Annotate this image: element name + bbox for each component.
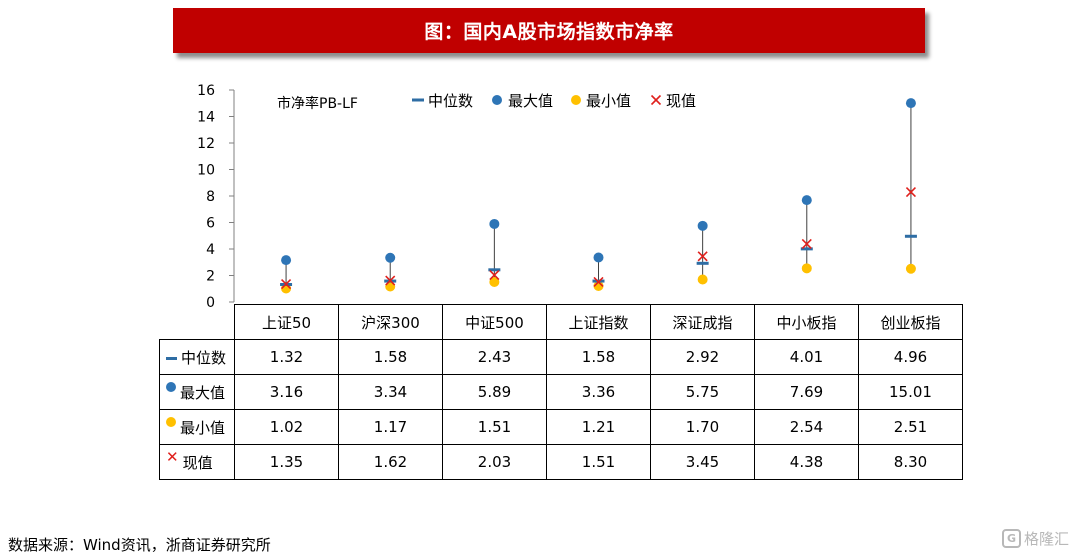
table-cell: 3.45 (650, 444, 755, 480)
y-tick-label: 2 (206, 269, 215, 285)
title-banner: 图：国内A股市场指数市净率 (173, 8, 925, 53)
table-cell: 4.38 (754, 444, 859, 480)
row-header-current: ✕ 现值 (159, 444, 235, 480)
max-point (385, 252, 396, 263)
min-point (489, 276, 500, 287)
table-cell: 1.58 (338, 339, 443, 375)
category-label: 深证成指 (650, 304, 755, 340)
legend-label: 中位数 (428, 92, 473, 110)
current-mark (281, 279, 292, 290)
max-point (593, 252, 604, 263)
category-label: 沪深300 (338, 304, 443, 340)
y-tick-label: 12 (197, 136, 215, 152)
chart-title: 图：国内A股市场指数市净率 (424, 21, 674, 43)
max-point (489, 218, 500, 229)
table-cell: 5.89 (442, 374, 547, 410)
max-marker-icon (166, 382, 176, 392)
table-cell: 1.70 (650, 409, 755, 445)
y-tick-label: 0 (206, 295, 215, 311)
row-label: 最小值 (180, 418, 226, 437)
table-cell: 4.96 (858, 339, 963, 375)
min-marker-icon (166, 417, 176, 427)
table-cell: 1.35 (234, 444, 339, 480)
row-label: 现值 (182, 453, 213, 472)
row-header-median: 中位数 (159, 339, 235, 375)
y-tick-label: 10 (197, 163, 215, 179)
legend-min-icon (571, 95, 581, 105)
current-mark (697, 251, 708, 262)
current-mark (905, 186, 916, 198)
watermark-text: 格隆汇 (1024, 530, 1070, 548)
row-header-min: 最小值 (159, 409, 235, 445)
y-tick-label: 16 (197, 83, 215, 99)
table-cell: 1.58 (546, 339, 651, 375)
table-cell: 2.03 (442, 444, 547, 480)
data-table: 上证50 沪深300 中证500 上证指数 深证成指 中小板指 创业板指 中位数… (159, 304, 963, 480)
table-header-row: 上证50 沪深300 中证500 上证指数 深证成指 中小板指 创业板指 (160, 304, 963, 340)
min-point (801, 263, 812, 274)
min-point (697, 274, 708, 285)
table-row-median: 中位数 1.32 1.58 2.43 1.58 2.92 4.01 4.96 (159, 339, 963, 375)
y-tick-label: 6 (206, 216, 215, 232)
table-cell: 1.32 (234, 339, 339, 375)
watermark: G 格隆汇 (1002, 528, 1069, 549)
y-tick-label: 8 (206, 189, 215, 205)
table-corner (160, 305, 235, 340)
table-row-max: 最大值 3.16 3.34 5.89 3.36 5.75 7.69 15.01 (159, 374, 963, 410)
category-label: 创业板指 (858, 304, 963, 340)
y-tick-label: 14 (197, 110, 215, 126)
legend-label: 最大值 (508, 92, 553, 110)
table-cell: 1.21 (546, 409, 651, 445)
min-point (905, 263, 916, 274)
table-cell: 7.69 (754, 374, 859, 410)
table-cell: 15.01 (858, 374, 963, 410)
table-cell: 2.51 (858, 409, 963, 445)
table-row-min: 最小值 1.02 1.17 1.51 1.21 1.70 2.54 2.51 (159, 409, 963, 445)
table-cell: 4.01 (754, 339, 859, 375)
table-cell: 1.02 (234, 409, 339, 445)
current-mark (801, 238, 812, 250)
current-marker-icon: ✕ (166, 448, 179, 466)
y-axis-label: 市净率PB-LF (277, 95, 358, 112)
table-cell: 2.54 (754, 409, 859, 445)
row-label: 最大值 (180, 383, 226, 402)
table-cell: 1.17 (338, 409, 443, 445)
source-note: 数据来源：Wind资讯，浙商证券研究所 (8, 536, 271, 554)
category-label: 中证500 (442, 304, 547, 340)
category-label: 上证指数 (546, 304, 651, 340)
table-cell: 1.62 (338, 444, 443, 480)
legend-current-icon (650, 94, 662, 106)
watermark-logo-icon: G (1002, 529, 1021, 548)
current-mark (385, 275, 396, 286)
table-cell: 8.30 (858, 444, 963, 480)
row-label: 中位数 (181, 348, 227, 367)
table-cell: 1.51 (546, 444, 651, 480)
legend-label: 最小值 (586, 92, 631, 110)
table-cell: 2.92 (650, 339, 755, 375)
current-mark (593, 276, 604, 288)
max-point (905, 98, 916, 109)
legend-label: 现值 (666, 92, 696, 110)
median-marker-icon (166, 356, 177, 360)
category-label: 上证50 (234, 304, 339, 340)
max-point (801, 195, 812, 206)
current-mark (489, 270, 500, 281)
max-point (697, 220, 708, 231)
table-cell: 2.43 (442, 339, 547, 375)
legend-max-icon (492, 95, 502, 105)
category-label: 中小板指 (754, 304, 859, 340)
table-row-current: ✕ 现值 1.35 1.62 2.03 1.51 3.45 4.38 8.30 (159, 444, 963, 480)
row-header-max: 最大值 (159, 374, 235, 410)
table-cell: 3.16 (234, 374, 339, 410)
max-point (281, 255, 292, 266)
table-cell: 5.75 (650, 374, 755, 410)
table-cell: 3.36 (546, 374, 651, 410)
table-cell: 1.51 (442, 409, 547, 445)
table-cell: 3.34 (338, 374, 443, 410)
y-tick-label: 4 (206, 242, 215, 258)
